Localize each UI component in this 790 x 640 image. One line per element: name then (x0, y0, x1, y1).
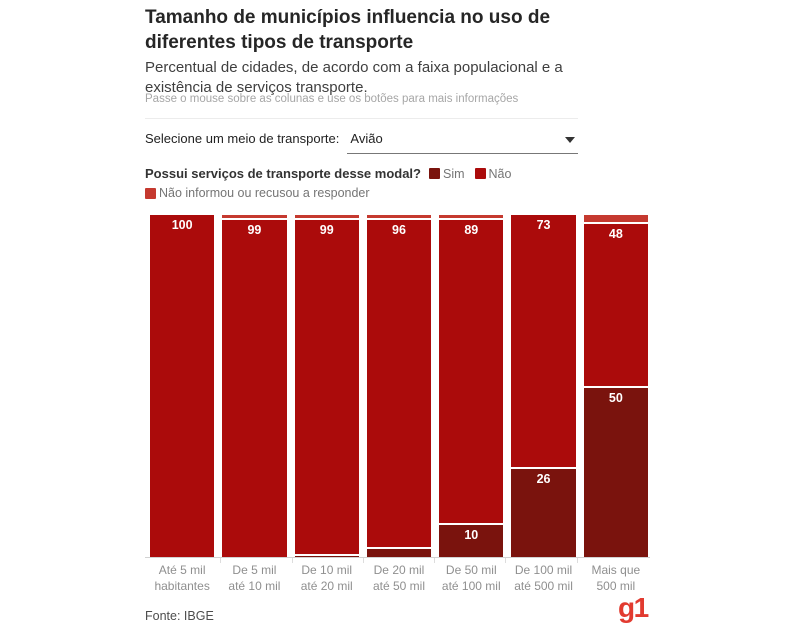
bar-value-label: 73 (536, 218, 551, 233)
bar-value-label: 99 (247, 223, 262, 238)
page-subtitle: Percentual de cidades, de acordo com a f… (145, 59, 563, 96)
x-axis-labels: Até 5 mil habitantes De 5 mil até 10 mil De … (150, 563, 648, 594)
bar-segment-nao-informou[interactable] (366, 215, 432, 219)
transport-select[interactable]: Avião (347, 129, 578, 154)
chevron-down-icon (565, 136, 575, 143)
bar-column[interactable]: 100 (150, 215, 215, 557)
bar-segment-nao-informou[interactable] (222, 215, 287, 219)
bar-segment-nao-informou[interactable] (439, 215, 504, 219)
bar-column[interactable]: 99 (222, 215, 287, 557)
x-axis-label: De 20 mil até 50 mil (372, 563, 425, 593)
x-axis-label: Até 5 mil habitantes (154, 563, 210, 593)
bar-value-label: 100 (171, 218, 193, 232)
bar-segment-sim[interactable]: 26 (511, 467, 576, 557)
axis-tick (506, 558, 578, 563)
legend-question: Possui serviços de transporte desse moda… (145, 166, 421, 181)
bar-value-label: 99 (319, 223, 334, 238)
source-credit: Fonte: IBGE (145, 609, 214, 623)
x-axis-label: De 10 mil até 20 mil (300, 563, 353, 593)
bar-segment-nao[interactable]: 99 (222, 218, 287, 557)
axis-tick (435, 558, 507, 563)
axis-tick (293, 558, 364, 563)
bar-segment-nao-informou[interactable] (294, 215, 359, 219)
bar-segment-sim[interactable]: 10 (439, 522, 504, 557)
bar-column[interactable]: 99 (294, 215, 359, 557)
transport-select-row: Selecione um meio de transporte: Avião (145, 129, 578, 154)
bar-value-label: 89 (464, 223, 479, 238)
bar-value-label: 26 (536, 472, 551, 487)
legend-label-nao-informou: Não informou ou recusou a responder (159, 186, 370, 200)
bar-segment-nao-informou[interactable] (583, 215, 648, 222)
bar-value-label: 10 (464, 527, 479, 542)
bar-value-label: 48 (608, 226, 623, 241)
x-axis-label: De 50 mil até 100 mil (441, 563, 501, 593)
legend-swatch-sim (429, 168, 440, 179)
bar-segment-sim[interactable] (366, 546, 432, 557)
x-axis-label: De 5 mil até 10 mil (228, 563, 281, 593)
transport-select-value: Avião (350, 131, 383, 146)
transport-select-label: Selecione um meio de transporte: (145, 131, 340, 146)
bar-column[interactable]: 73 26 (511, 215, 576, 557)
legend-item-sim: Sim (429, 167, 465, 181)
legend-label-nao: Não (488, 166, 512, 181)
bar-segment-nao[interactable]: 73 (511, 215, 576, 468)
bar-segment-sim[interactable]: 50 (583, 386, 648, 557)
divider (145, 118, 578, 119)
legend-swatch-nao-informou (145, 187, 156, 199)
stacked-bar-chart: 100 99 99 96 89 10 73 26 48 50 (150, 215, 648, 557)
bar-segment-nao[interactable]: 89 (439, 218, 504, 523)
legend-label-sim: Sim (443, 166, 465, 181)
axis-tick (150, 558, 222, 563)
bar-value-label: 50 (608, 391, 623, 405)
bar-segment-nao[interactable]: 48 (583, 221, 648, 386)
legend-swatch-nao (474, 168, 486, 179)
bar-segment-nao[interactable]: 100 (150, 215, 215, 557)
hover-hint: Passe o mouse sobre as colunas e use os … (145, 93, 519, 105)
x-axis-line (145, 557, 650, 558)
bar-segment-nao[interactable]: 96 (366, 218, 432, 547)
bar-value-label: 96 (392, 223, 406, 238)
g1-logo: g1 (618, 592, 649, 623)
bar-column[interactable]: 48 50 (583, 215, 648, 557)
x-axis-label: Mais que 500 mil (591, 563, 641, 593)
x-axis-ticks (150, 558, 648, 563)
bar-column[interactable]: 89 10 (439, 215, 504, 557)
axis-tick (221, 558, 293, 563)
legend-item-nao: Não (474, 166, 512, 181)
x-axis-label: De 100 mil até 500 mil (514, 563, 573, 593)
bar-column[interactable]: 96 (366, 215, 432, 557)
page-title: Tamanho de municípios influencia no uso … (145, 7, 551, 53)
chart-legend: Possui serviços de transporte desse moda… (145, 166, 521, 205)
axis-tick (364, 558, 436, 563)
legend-item-nao-informou: Não informou ou recusou a responder (145, 186, 370, 200)
bar-segment-sim[interactable] (294, 553, 359, 557)
bar-segment-nao[interactable]: 99 (294, 218, 359, 554)
